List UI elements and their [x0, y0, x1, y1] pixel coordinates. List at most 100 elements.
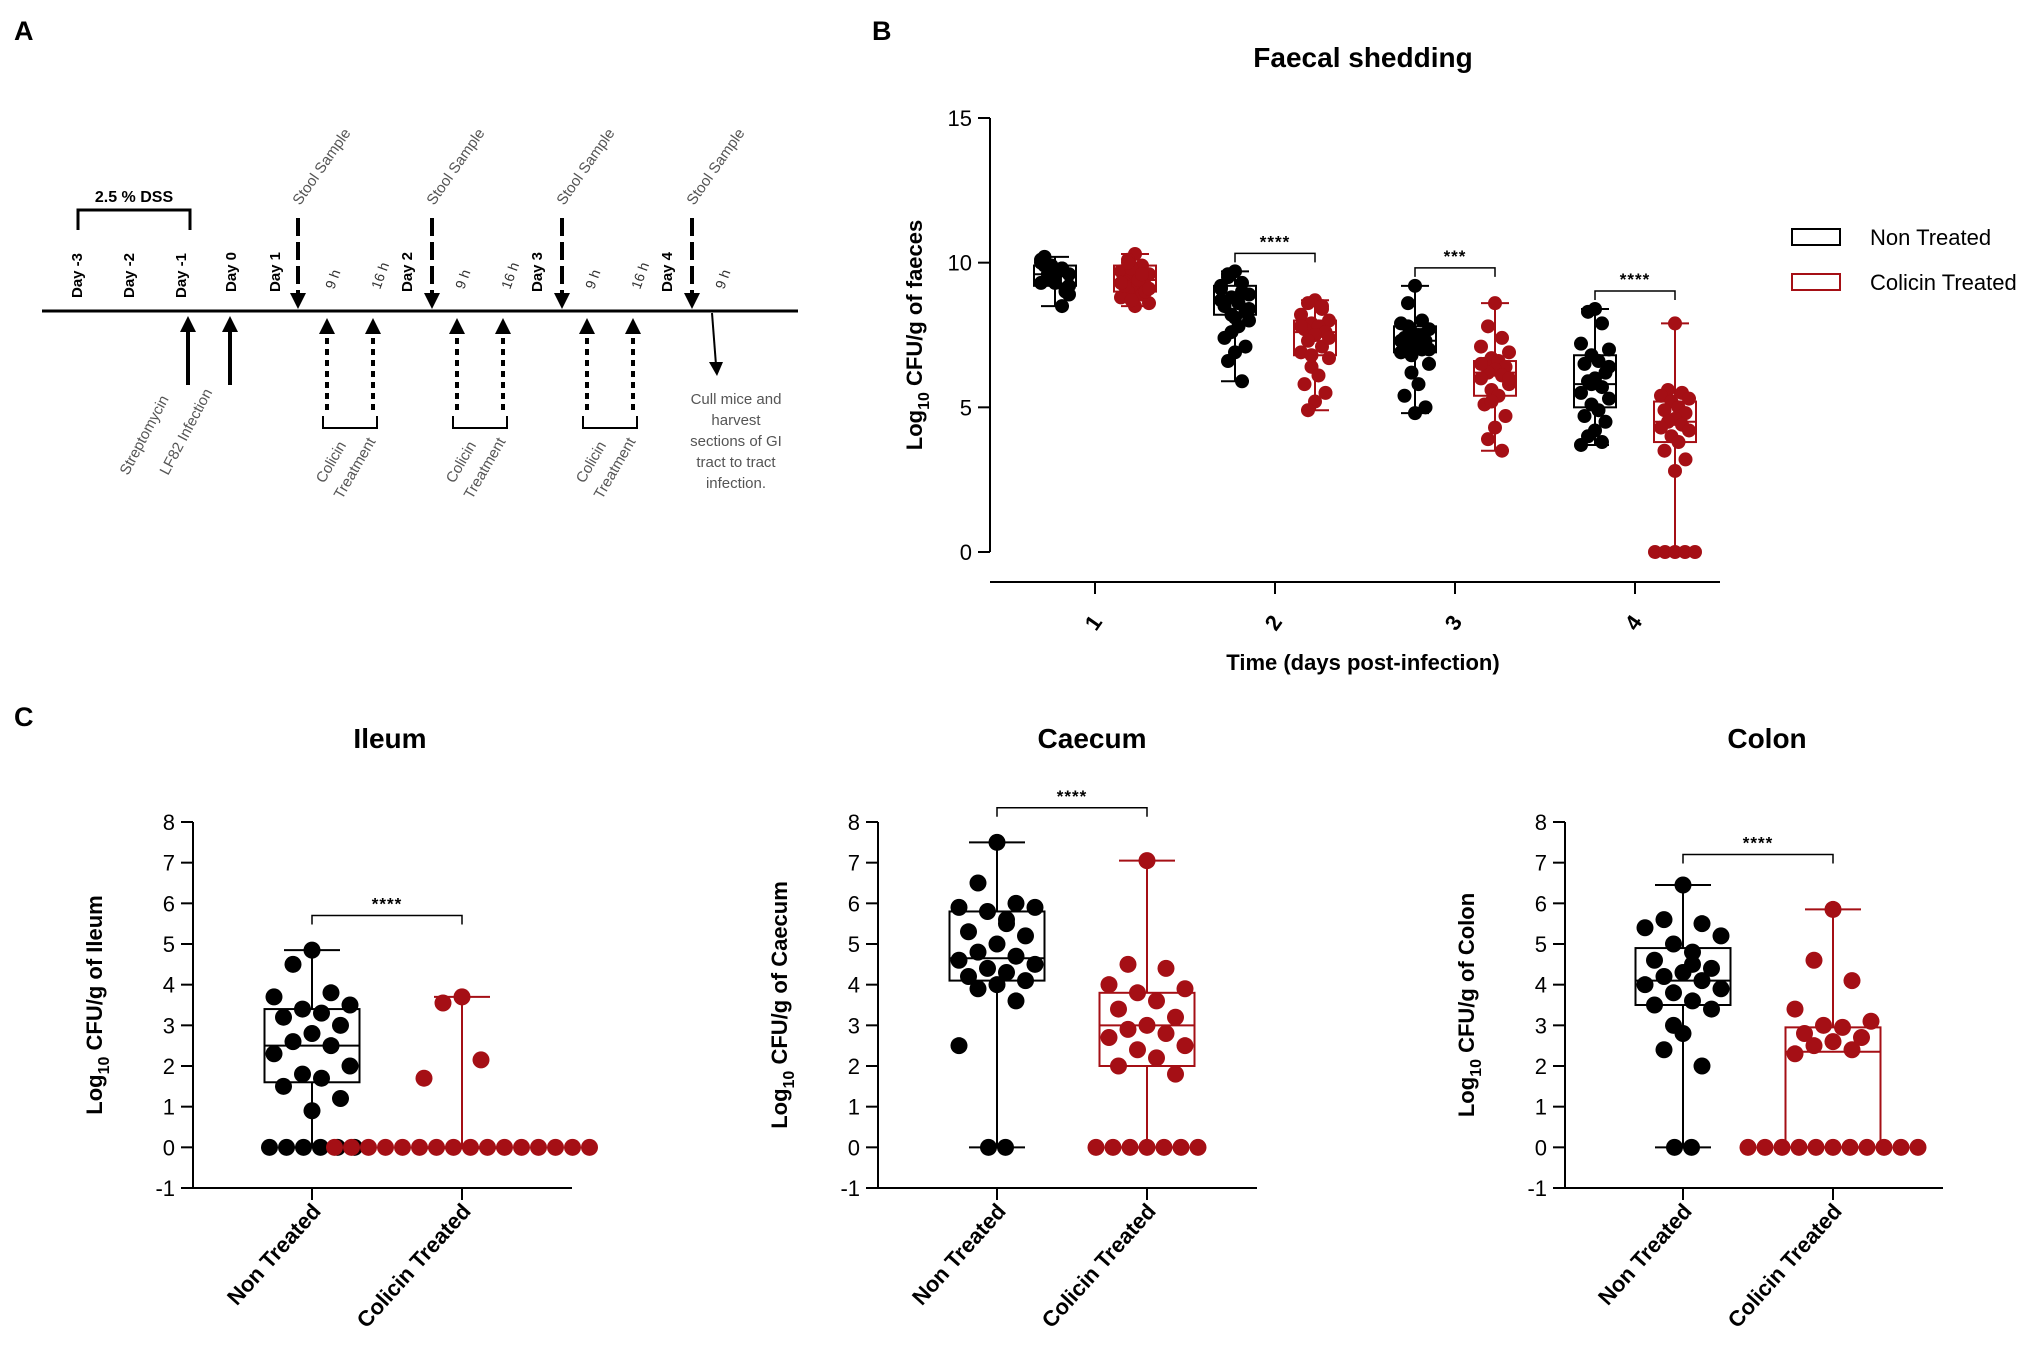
y-axis-label-rest: CFU/g of Ileum — [82, 895, 107, 1056]
data-point — [275, 1077, 292, 1095]
data-point — [1474, 356, 1488, 371]
hour-label: 9 h — [452, 267, 474, 291]
y-axis-label-subscript: 10 — [781, 1071, 798, 1089]
y-tick-label: 4 — [163, 973, 175, 998]
colicin-treatment-marker: Colicin Treatment — [313, 318, 381, 502]
hour-label: 16 h — [498, 260, 522, 291]
data-point — [997, 1138, 1014, 1156]
data-point — [1294, 307, 1308, 322]
data-point — [1665, 1016, 1682, 1034]
y-tick-label: 2 — [163, 1054, 175, 1079]
cull-text-line: infection. — [706, 475, 766, 492]
day-label: Day 2 — [399, 252, 416, 292]
significance-label: **** — [1620, 270, 1650, 289]
data-point — [1674, 876, 1692, 894]
data-point — [1408, 406, 1422, 421]
data-point — [1807, 1138, 1825, 1156]
data-point — [1007, 992, 1025, 1010]
data-point — [1318, 385, 1333, 400]
data-point — [479, 1138, 496, 1156]
data-point — [1167, 1008, 1184, 1026]
data-point — [1176, 980, 1194, 998]
legend-label-non-treated: Non Treated — [1870, 225, 1991, 250]
data-point — [1805, 951, 1823, 969]
data-point — [1684, 943, 1701, 961]
significance-bracket — [1414, 267, 1496, 277]
data-point — [1682, 423, 1696, 438]
data-point — [1678, 545, 1692, 559]
data-point — [1581, 304, 1595, 319]
data-point — [1584, 377, 1599, 392]
data-point — [1693, 915, 1711, 933]
data-point — [1221, 267, 1235, 282]
data-point — [1114, 275, 1128, 290]
box — [1098, 991, 1196, 1067]
y-tick-label: 2 — [1535, 1054, 1547, 1079]
data-point — [1693, 1057, 1711, 1075]
data-point — [294, 1000, 311, 1018]
data-point — [1488, 296, 1502, 311]
data-point — [1129, 984, 1146, 1002]
data-point — [1007, 947, 1025, 965]
significance-label: **** — [1057, 787, 1087, 806]
chart-title: Ileum — [353, 723, 426, 754]
data-point — [1104, 1138, 1122, 1156]
data-point — [1688, 545, 1702, 559]
data-point — [1124, 293, 1139, 308]
data-point — [1786, 1045, 1804, 1063]
y-tick-label: 6 — [1535, 891, 1547, 916]
panel-label-c: C — [14, 702, 34, 732]
data-point — [969, 980, 987, 998]
data-point — [1495, 443, 1509, 458]
data-point — [1242, 313, 1256, 328]
data-point — [411, 1138, 428, 1156]
data-point — [1172, 1138, 1190, 1156]
colicin-treatment-marker: Colicin Treatment — [443, 318, 511, 502]
data-point — [1682, 391, 1696, 406]
data-point — [1502, 371, 1516, 386]
data-point — [1224, 325, 1239, 340]
data-point — [950, 1037, 968, 1055]
significance-label: **** — [1260, 232, 1290, 251]
data-point — [988, 976, 1006, 994]
data-point — [1110, 1057, 1127, 1075]
data-point — [1481, 432, 1495, 447]
data-point — [1155, 1138, 1173, 1156]
chart-title: Faecal shedding — [1253, 42, 1472, 73]
y-tick-label: -1 — [840, 1176, 860, 1201]
stool-sample-marker: Stool Sample — [289, 125, 354, 309]
data-point — [1322, 330, 1336, 345]
data-point — [1167, 1065, 1184, 1083]
data-point — [1055, 299, 1069, 314]
data-point — [1786, 1000, 1804, 1018]
data-point — [1683, 1138, 1700, 1156]
data-point — [1138, 1016, 1156, 1034]
data-point — [1595, 380, 1609, 395]
data-point — [1739, 1138, 1757, 1156]
y-tick-label: 0 — [1535, 1135, 1547, 1160]
data-point — [1824, 1138, 1842, 1156]
x-tick-label: Colicin Treated — [1723, 1199, 1847, 1333]
x-tick-label: Colicin Treated — [1037, 1199, 1161, 1333]
data-point — [1655, 911, 1673, 929]
stool-sample-label: Stool Sample — [553, 125, 618, 208]
data-point — [1666, 1138, 1683, 1156]
data-point — [303, 1102, 321, 1120]
x-tick-label: 3 — [1440, 611, 1468, 635]
y-axis-label: Log10 CFU/g of Caecum — [767, 881, 798, 1129]
data-point — [1026, 955, 1044, 973]
chart-title: Colon — [1727, 723, 1806, 754]
data-point — [1214, 278, 1228, 293]
legend-swatch-non-treated — [1791, 228, 1841, 246]
data-point — [1110, 1000, 1127, 1018]
y-axis-label: Log10 CFU/g of Ileum — [82, 895, 113, 1114]
data-point — [1843, 972, 1861, 990]
colon-chart: Colon -1 0 1 2 3 4 5 6 7 8 Non Treated Colicin Treat… — [1454, 723, 1943, 1333]
data-point — [1189, 1138, 1207, 1156]
significance-label: **** — [372, 895, 402, 914]
data-point — [1577, 356, 1592, 371]
data-point — [979, 902, 996, 920]
y-tick-label: 4 — [1535, 973, 1547, 998]
data-point — [1756, 1138, 1774, 1156]
day-label: Day -1 — [173, 253, 190, 298]
